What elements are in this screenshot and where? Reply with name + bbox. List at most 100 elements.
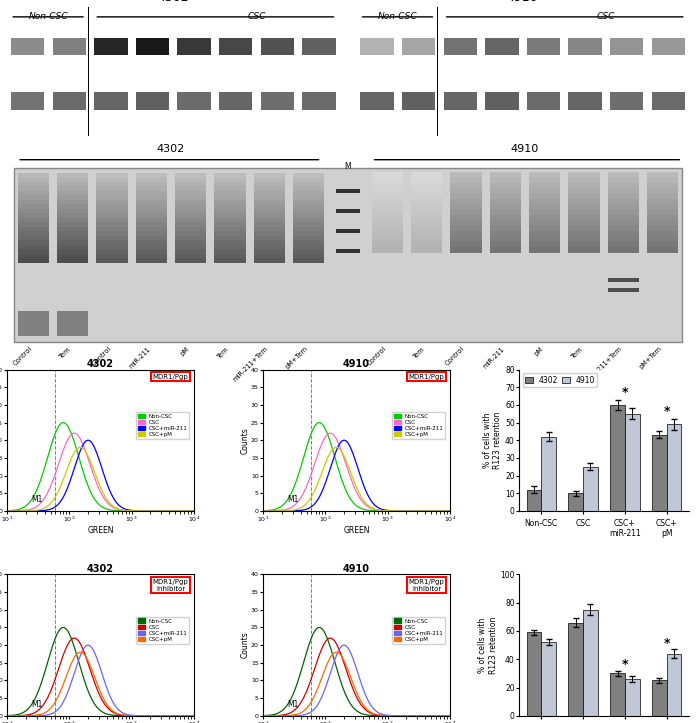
FancyBboxPatch shape xyxy=(261,38,294,56)
Text: M1: M1 xyxy=(287,495,299,504)
FancyBboxPatch shape xyxy=(96,226,128,231)
FancyBboxPatch shape xyxy=(214,222,246,227)
FancyBboxPatch shape xyxy=(489,236,521,242)
FancyBboxPatch shape xyxy=(485,93,519,110)
FancyBboxPatch shape xyxy=(608,177,639,183)
FancyBboxPatch shape xyxy=(529,226,560,231)
FancyBboxPatch shape xyxy=(293,218,324,222)
FancyBboxPatch shape xyxy=(214,249,246,254)
Text: MDR1/Pgp
Inhibitor: MDR1/Pgp Inhibitor xyxy=(152,578,189,591)
Bar xyxy=(541,437,556,511)
FancyBboxPatch shape xyxy=(253,218,285,222)
FancyBboxPatch shape xyxy=(569,93,602,110)
FancyBboxPatch shape xyxy=(608,198,639,205)
FancyBboxPatch shape xyxy=(253,190,285,195)
FancyBboxPatch shape xyxy=(411,209,443,215)
FancyBboxPatch shape xyxy=(411,231,443,236)
FancyBboxPatch shape xyxy=(302,38,335,56)
FancyBboxPatch shape xyxy=(136,173,167,178)
FancyBboxPatch shape xyxy=(529,236,560,242)
FancyBboxPatch shape xyxy=(253,200,285,205)
FancyBboxPatch shape xyxy=(411,236,443,242)
FancyBboxPatch shape xyxy=(96,213,128,218)
Text: miR-211+Tem: miR-211+Tem xyxy=(586,346,623,383)
FancyBboxPatch shape xyxy=(175,213,207,218)
FancyBboxPatch shape xyxy=(293,173,324,178)
FancyBboxPatch shape xyxy=(17,253,49,258)
FancyBboxPatch shape xyxy=(608,193,639,199)
FancyBboxPatch shape xyxy=(136,213,167,218)
FancyBboxPatch shape xyxy=(136,249,167,254)
FancyBboxPatch shape xyxy=(568,204,600,210)
FancyBboxPatch shape xyxy=(568,247,600,252)
FancyBboxPatch shape xyxy=(17,231,49,236)
Text: Control: Control xyxy=(445,346,466,367)
FancyBboxPatch shape xyxy=(253,181,285,187)
FancyBboxPatch shape xyxy=(372,171,403,178)
FancyBboxPatch shape xyxy=(529,193,560,199)
FancyBboxPatch shape xyxy=(136,244,167,249)
FancyBboxPatch shape xyxy=(372,226,403,231)
FancyBboxPatch shape xyxy=(450,209,482,215)
Text: Control: Control xyxy=(366,346,387,367)
Bar xyxy=(610,673,625,716)
Text: 4302: 4302 xyxy=(157,0,189,4)
FancyBboxPatch shape xyxy=(361,38,394,56)
FancyBboxPatch shape xyxy=(253,213,285,218)
FancyBboxPatch shape xyxy=(253,186,285,191)
FancyBboxPatch shape xyxy=(17,195,49,200)
Title: 4910: 4910 xyxy=(343,359,370,369)
FancyBboxPatch shape xyxy=(136,190,167,195)
FancyBboxPatch shape xyxy=(96,200,128,205)
FancyBboxPatch shape xyxy=(489,182,521,188)
FancyBboxPatch shape xyxy=(293,204,324,209)
Text: M1: M1 xyxy=(31,700,42,709)
FancyBboxPatch shape xyxy=(57,181,88,187)
FancyBboxPatch shape xyxy=(450,204,482,210)
FancyBboxPatch shape xyxy=(57,321,88,326)
FancyBboxPatch shape xyxy=(608,231,639,236)
X-axis label: GREEN: GREEN xyxy=(343,526,370,535)
FancyBboxPatch shape xyxy=(372,241,403,247)
FancyBboxPatch shape xyxy=(175,200,207,205)
FancyBboxPatch shape xyxy=(402,38,435,56)
FancyBboxPatch shape xyxy=(568,177,600,183)
FancyBboxPatch shape xyxy=(253,249,285,254)
FancyBboxPatch shape xyxy=(336,189,360,193)
Text: CSC: CSC xyxy=(596,12,615,21)
FancyBboxPatch shape xyxy=(608,247,639,252)
Text: 4910: 4910 xyxy=(511,144,539,154)
FancyBboxPatch shape xyxy=(177,93,211,110)
FancyBboxPatch shape xyxy=(372,188,403,194)
Text: M1: M1 xyxy=(287,700,299,709)
FancyBboxPatch shape xyxy=(489,204,521,210)
Bar xyxy=(667,654,681,716)
Bar xyxy=(583,467,598,511)
FancyBboxPatch shape xyxy=(96,204,128,209)
FancyBboxPatch shape xyxy=(96,208,128,213)
FancyBboxPatch shape xyxy=(411,241,443,247)
FancyBboxPatch shape xyxy=(214,226,246,231)
FancyBboxPatch shape xyxy=(253,173,285,178)
Text: pM: pM xyxy=(533,346,544,357)
FancyBboxPatch shape xyxy=(136,208,167,213)
FancyBboxPatch shape xyxy=(450,188,482,194)
Bar xyxy=(625,414,640,511)
FancyBboxPatch shape xyxy=(53,38,86,56)
FancyBboxPatch shape xyxy=(489,198,521,205)
FancyBboxPatch shape xyxy=(529,171,560,178)
FancyBboxPatch shape xyxy=(293,240,324,244)
FancyBboxPatch shape xyxy=(214,231,246,236)
FancyBboxPatch shape xyxy=(529,182,560,188)
FancyBboxPatch shape xyxy=(96,240,128,244)
FancyBboxPatch shape xyxy=(372,193,403,199)
FancyBboxPatch shape xyxy=(529,204,560,210)
FancyBboxPatch shape xyxy=(175,226,207,231)
FancyBboxPatch shape xyxy=(253,177,285,182)
FancyBboxPatch shape xyxy=(411,188,443,194)
FancyBboxPatch shape xyxy=(136,231,167,236)
FancyBboxPatch shape xyxy=(610,38,643,56)
FancyBboxPatch shape xyxy=(219,38,253,56)
Y-axis label: % of cells with
R123 retention: % of cells with R123 retention xyxy=(478,617,498,674)
FancyBboxPatch shape xyxy=(647,188,679,194)
